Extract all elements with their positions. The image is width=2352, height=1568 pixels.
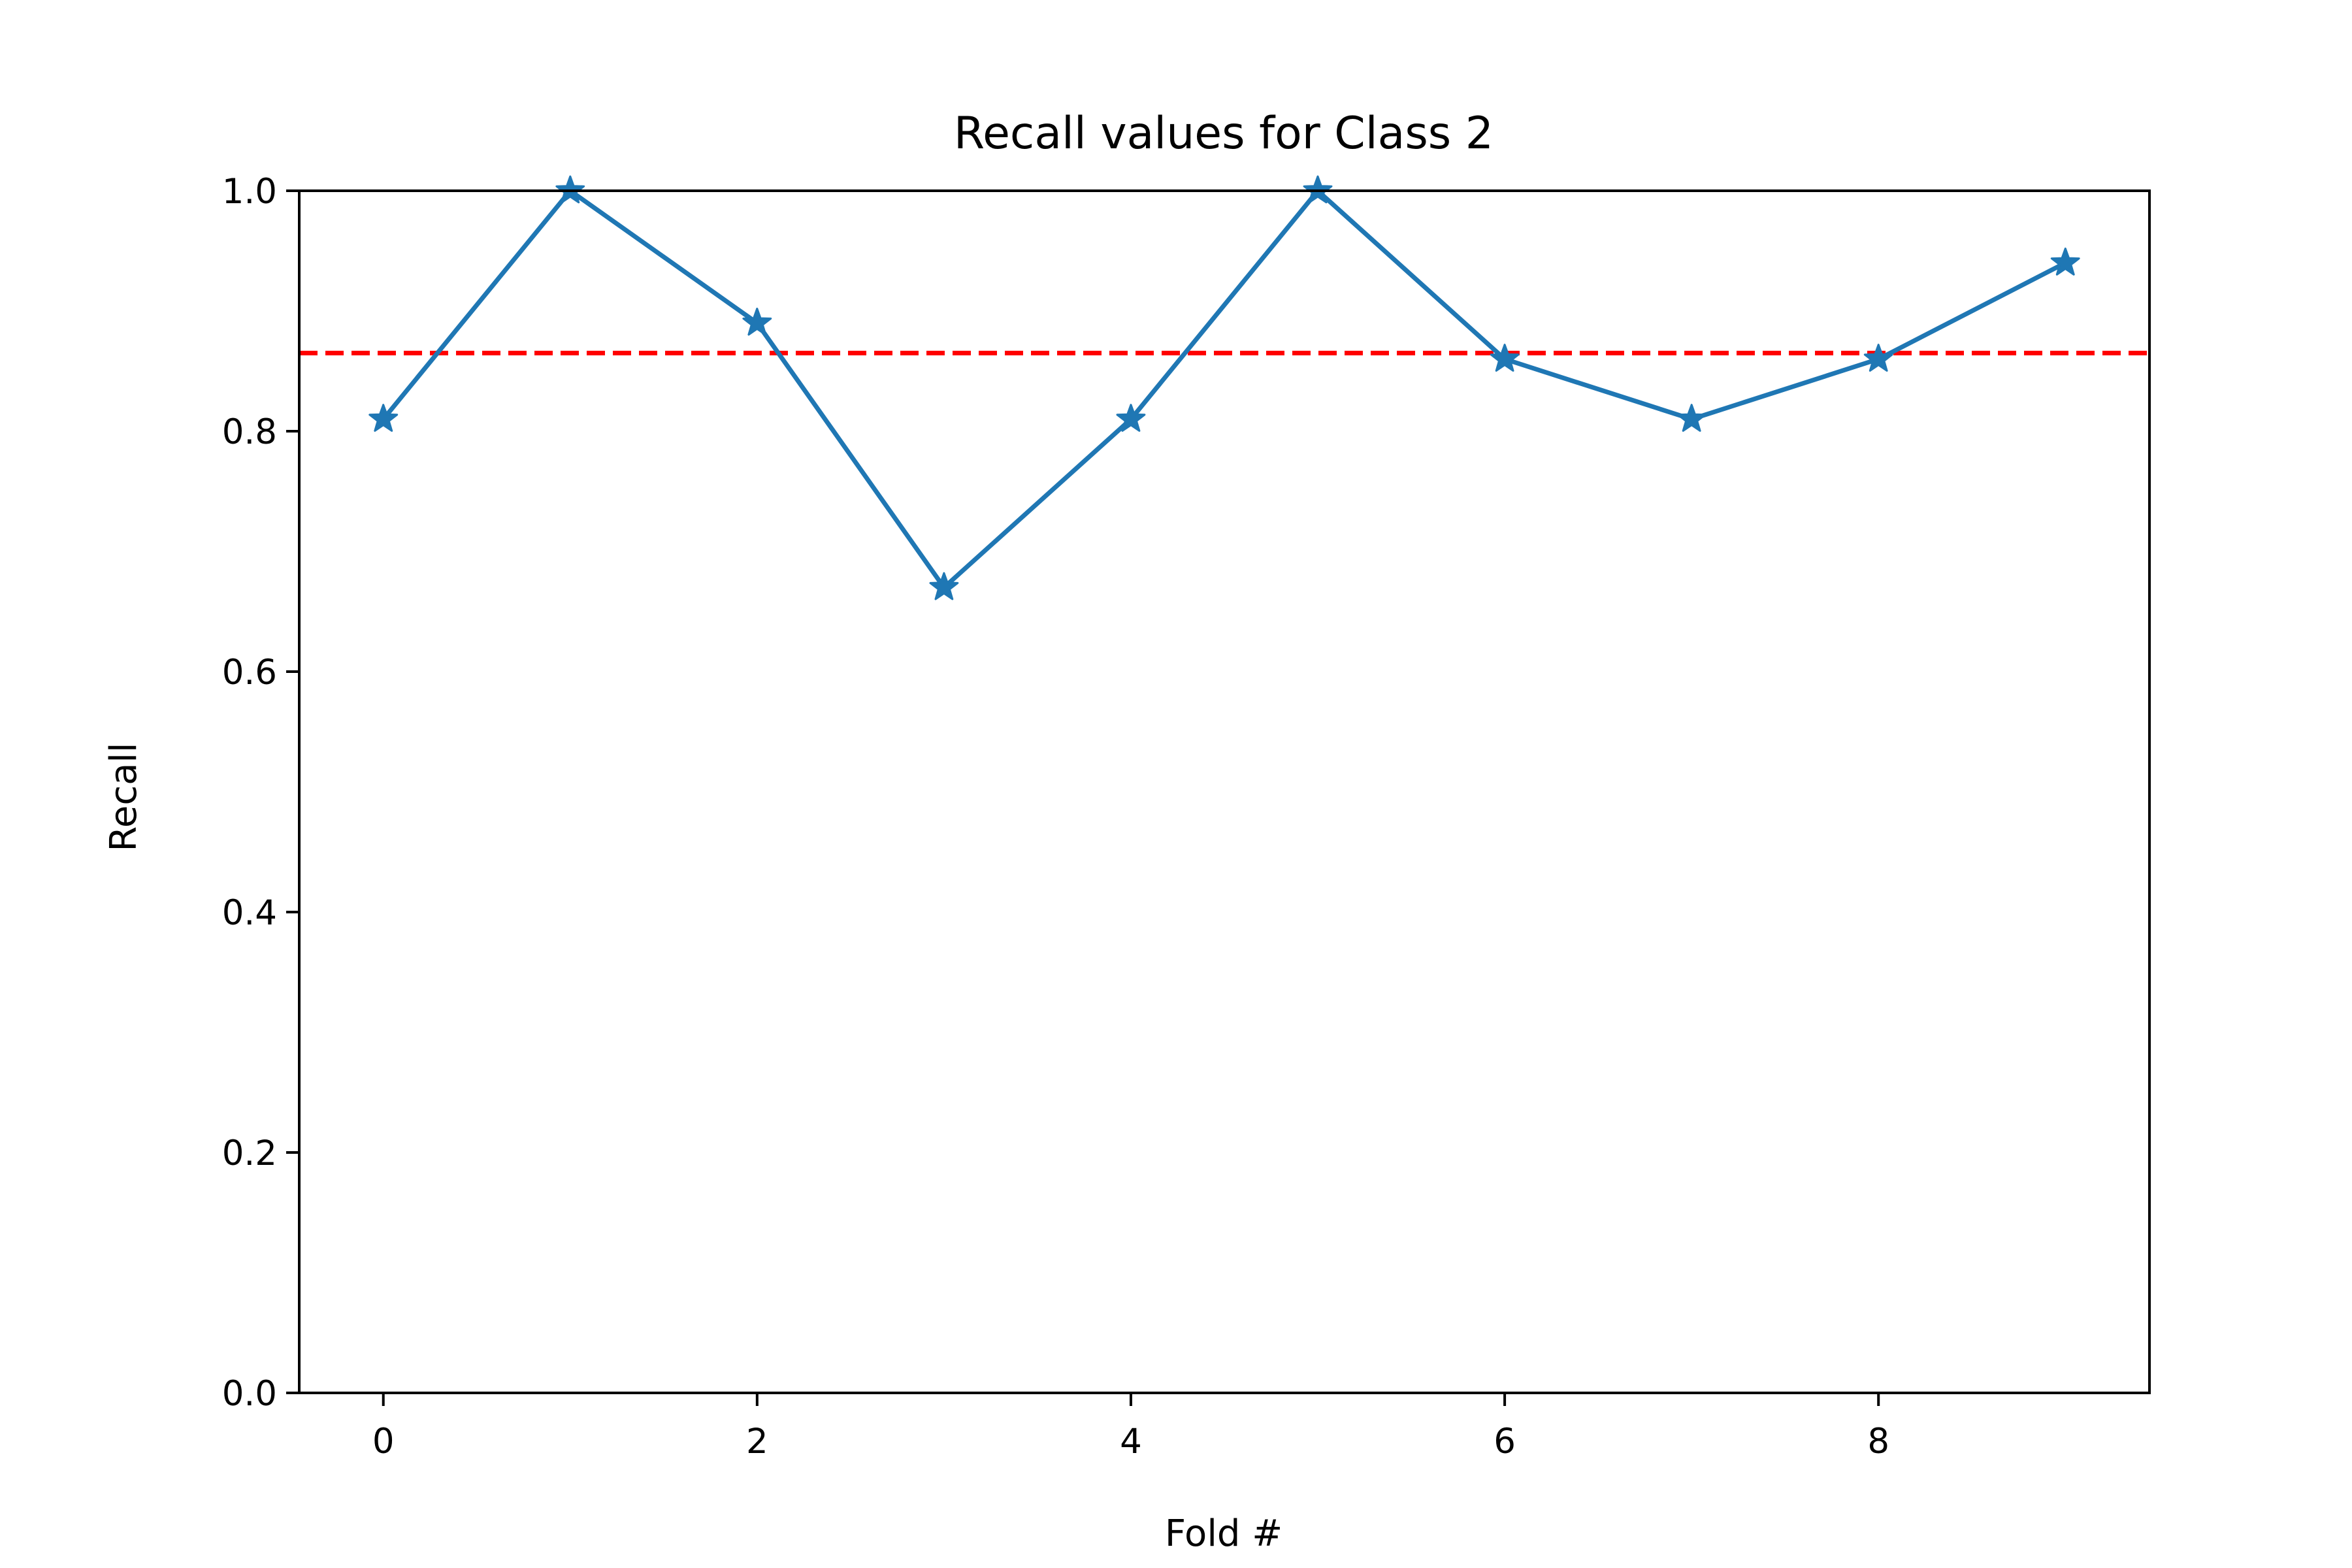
x-tick-label: 8: [1867, 1422, 1889, 1462]
x-tick-label: 6: [1494, 1422, 1516, 1462]
x-axis-ticks: 0 2 4 6 8: [372, 1393, 1889, 1462]
plot-frame: [298, 189, 2151, 1394]
data-point-marker: [1863, 344, 1893, 372]
series-line: [381, 188, 2068, 590]
x-tick-label: 2: [746, 1422, 768, 1462]
y-tick-label: 0.6: [222, 653, 277, 693]
y-axis-label: Recall: [103, 742, 145, 851]
y-tick-label: 0.8: [222, 412, 277, 452]
data-point-marker: [1303, 175, 1333, 204]
x-tick-label: 4: [1120, 1422, 1142, 1462]
x-axis-label: Fold #: [1165, 1512, 1282, 1555]
chart-title: Recall values for Class 2: [954, 108, 1494, 159]
y-tick-label: 0.0: [222, 1374, 277, 1414]
y-tick-label: 0.4: [222, 893, 277, 933]
data-point-marker: [555, 175, 585, 204]
series-markers: [368, 175, 2080, 600]
y-axis-ticks: 0.0 0.2 0.4 0.6 0.8 1.0: [222, 172, 299, 1414]
data-point-marker: [368, 404, 399, 432]
data-point-marker: [929, 572, 959, 600]
data-point-marker: [1490, 344, 1520, 372]
data-point-marker: [1676, 404, 1707, 432]
y-tick-label: 1.0: [222, 172, 277, 212]
data-point-marker: [1116, 404, 1146, 432]
x-tick-label: 0: [372, 1422, 395, 1462]
y-tick-label: 0.2: [222, 1134, 277, 1173]
data-point-marker: [2050, 247, 2080, 276]
data-point-marker: [742, 307, 772, 336]
